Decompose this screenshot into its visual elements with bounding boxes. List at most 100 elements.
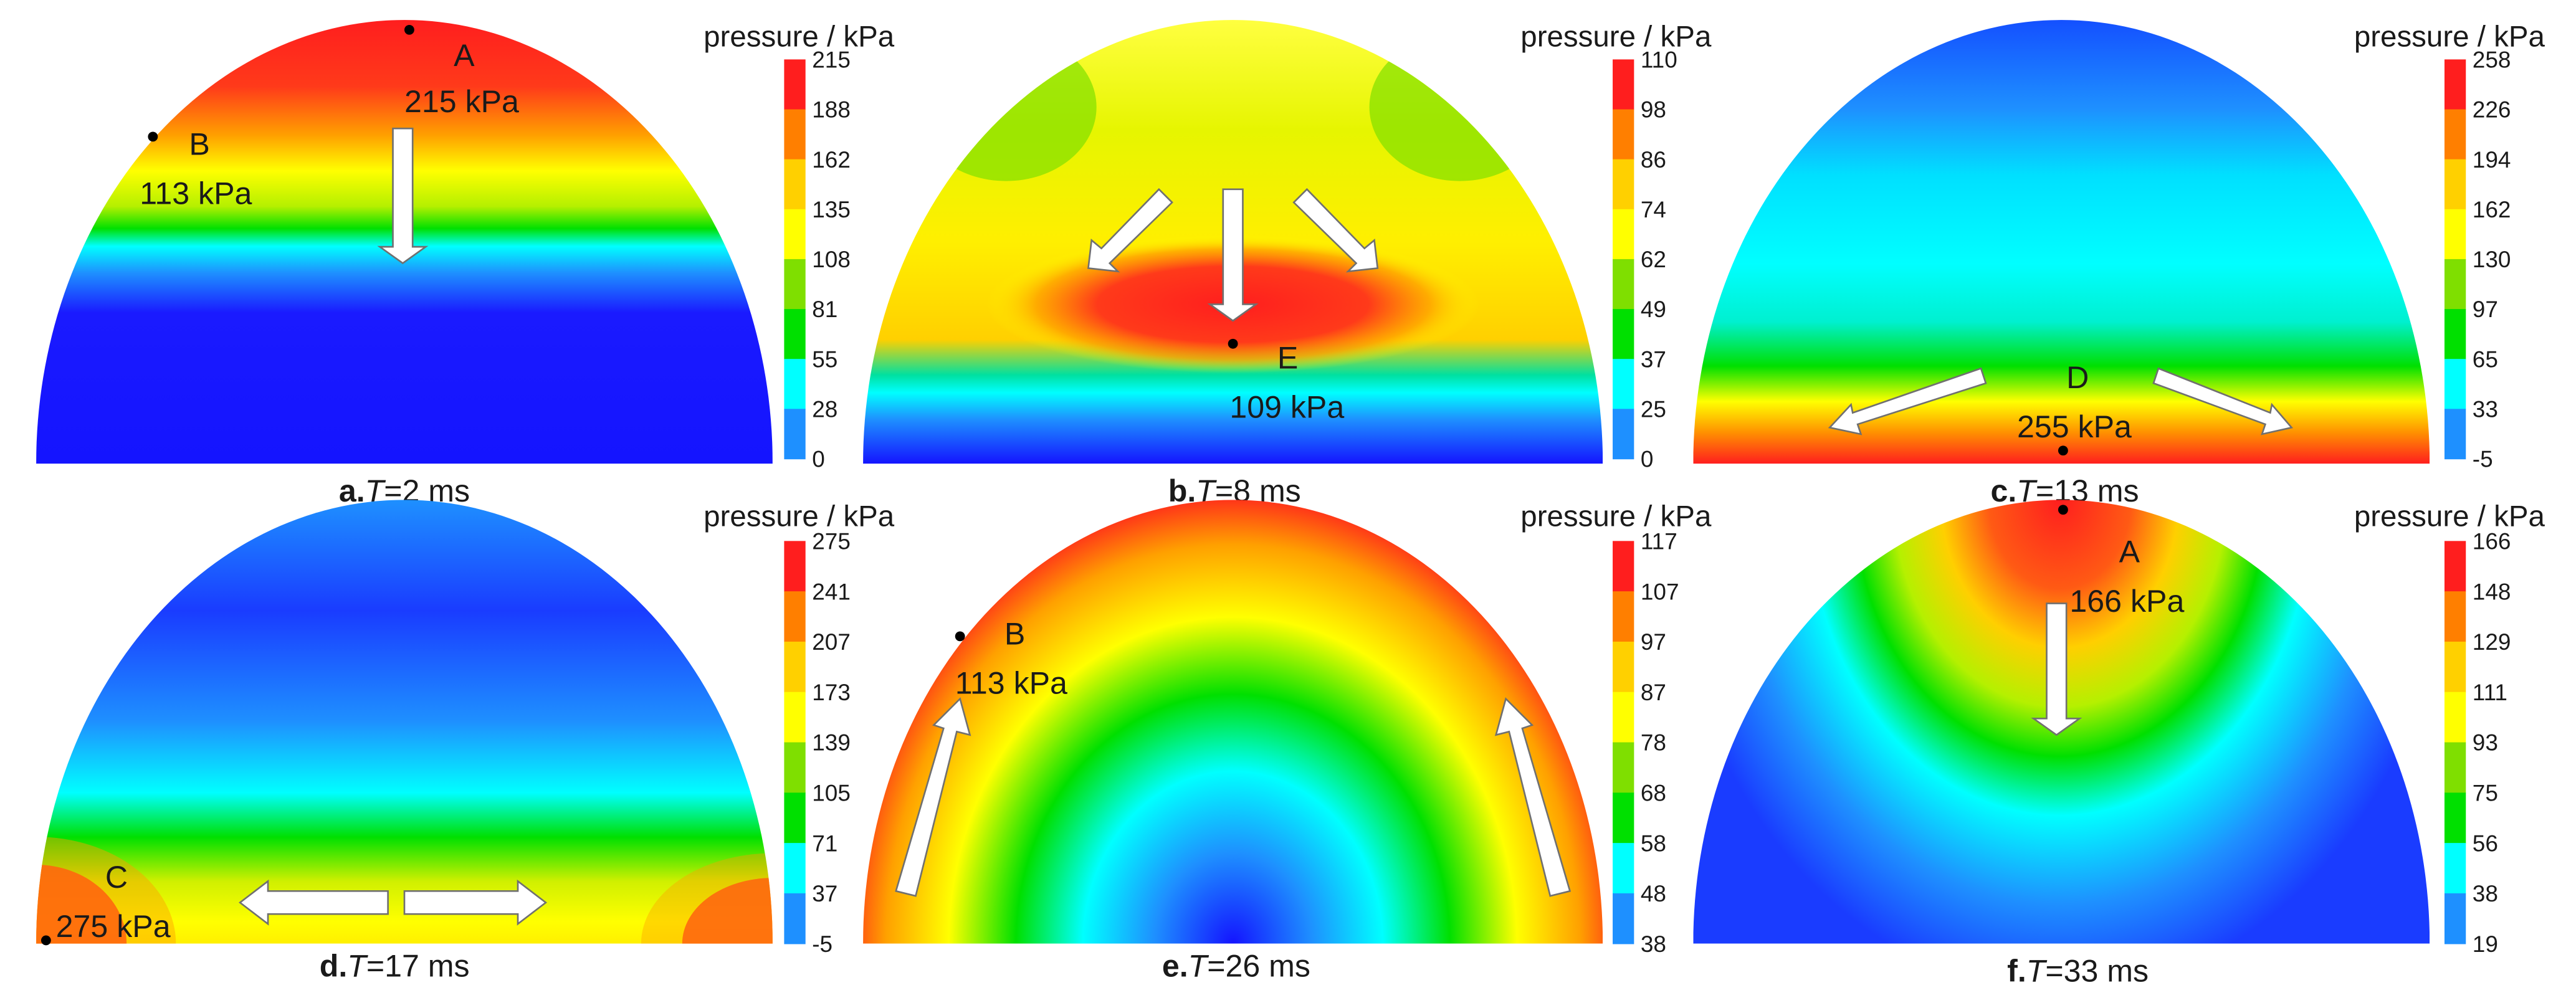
color-scale-band [1613, 541, 1634, 592]
color-scale-band [784, 792, 806, 844]
color-scale-tick-label: 129 [2473, 629, 2511, 655]
color-scale-tick-label: 65 [2473, 346, 2498, 372]
color-scale-tick-label: 49 [1641, 297, 1666, 322]
legend-title: pressure / kPa [704, 20, 895, 53]
color-scale-band [2444, 409, 2466, 460]
color-scale-band [2444, 259, 2466, 310]
color-scale-band [1613, 309, 1634, 359]
color-scale-tick-label: 162 [2473, 197, 2511, 222]
color-scale-tick-label: 0 [812, 447, 825, 472]
legend-title: pressure / kPa [2354, 500, 2545, 533]
color-scale-band [784, 591, 806, 642]
color-scale-tick-label: 48 [1641, 881, 1666, 906]
color-scale-band [784, 409, 806, 460]
color-scale-band [2444, 109, 2466, 160]
color-scale-tick-label: 19 [2473, 931, 2498, 957]
probe-point-value: 113 kPa [955, 666, 1067, 701]
color-scale-tick-label: 55 [812, 346, 837, 372]
color-scale: 215 188 162 135 108 81 55 28 0 [784, 47, 851, 472]
color-scale-tick-label: 25 [1641, 397, 1666, 422]
probe-point-label: B [1004, 617, 1025, 652]
color-scale-tick-label: 130 [2473, 247, 2511, 272]
panel-f: A 166 kPa pressure / kPa 166 148 129 111 93 7… [1693, 500, 2545, 988]
color-scale-tick-label: 68 [1641, 781, 1666, 806]
probe-point-label: D [2066, 360, 2089, 395]
color-scale-tick-label: 275 [812, 529, 851, 554]
probe-point-marker [955, 631, 965, 642]
color-scale-band [784, 159, 806, 210]
color-scale-tick-label: 28 [812, 397, 837, 422]
color-scale-band [1613, 59, 1634, 110]
panel-e: B 113 kPa pressure / kPa 117 107 97 87 78 68 5… [863, 500, 1712, 983]
color-scale-tick-label: 162 [812, 147, 851, 173]
legend-title: pressure / kPa [704, 500, 895, 533]
color-scale-band [784, 641, 806, 693]
color-scale-band [2444, 591, 2466, 642]
panel-d: C 275 kPa pressure / kPa 275 241 207 173 139… [36, 500, 895, 983]
probe-point-value: 113 kPa [140, 176, 252, 211]
probe-point-marker [2058, 445, 2068, 456]
color-scale-band [784, 742, 806, 794]
color-scale-tick-label: 107 [1641, 579, 1679, 604]
color-scale-tick-label: 75 [2473, 781, 2498, 806]
color-scale-tick-label: 117 [1641, 529, 1677, 554]
color-scale-band [784, 692, 806, 743]
color-scale-band [1613, 893, 1634, 944]
color-scale-band [1613, 792, 1634, 844]
color-scale-band [1613, 209, 1634, 260]
color-scale-band [2444, 59, 2466, 110]
flow-arrow [2031, 602, 2082, 736]
color-scale-band [784, 541, 806, 592]
color-scale-tick-label: 108 [812, 247, 851, 272]
color-scale-tick-label: 37 [812, 881, 837, 906]
probe-point-label: E [1277, 340, 1298, 375]
probe-point-marker [1228, 338, 1238, 349]
color-scale: 117 107 97 87 78 68 58 48 38 [1613, 529, 1679, 957]
color-scale-tick-label: 188 [812, 97, 851, 123]
color-scale-tick-label: 98 [1641, 97, 1666, 123]
color-scale-band [1613, 742, 1634, 794]
color-scale-tick-label: 135 [812, 197, 851, 222]
panel-caption: f.T=33 ms [2007, 953, 2149, 988]
contour-field [863, 500, 1603, 944]
color-scale-tick-label: 86 [1641, 147, 1666, 173]
color-scale-tick-label: 207 [812, 629, 851, 655]
color-scale-band [1613, 259, 1634, 310]
color-scale: 258 226 194 162 130 97 65 33 -5 [2444, 47, 2511, 472]
color-scale-tick-label: 38 [1641, 931, 1666, 957]
panel-b: E 109 kPa pressure / kPa 110 98 86 74 62 49 37… [863, 20, 1712, 508]
color-scale-tick-label: 93 [2473, 730, 2498, 756]
probe-point-label: A [454, 38, 475, 73]
color-scale-band [2444, 209, 2466, 260]
color-scale-tick-label: 33 [2473, 397, 2498, 422]
color-scale-band [784, 843, 806, 894]
color-scale-band [1613, 409, 1634, 460]
probe-point-marker [148, 131, 158, 142]
color-scale-band [2444, 692, 2466, 743]
color-scale-tick-label: 0 [1641, 447, 1654, 472]
color-scale-band [1613, 359, 1634, 410]
color-scale-band [2444, 641, 2466, 693]
color-scale-tick-label: -5 [2473, 447, 2493, 472]
probe-point-value: 255 kPa [2017, 409, 2132, 444]
color-scale-band [1613, 159, 1634, 210]
color-scale-tick-label: 241 [812, 579, 851, 604]
color-scale-tick-label: 105 [812, 781, 851, 806]
color-scale-tick-label: 173 [812, 680, 851, 705]
color-scale-band [1613, 109, 1634, 160]
color-scale-tick-label: 81 [812, 297, 837, 322]
panel-a: A 215 kPa B 113 kPa pressure / kPa 215 18… [36, 20, 895, 508]
color-scale-band [784, 59, 806, 110]
color-scale-tick-label: 58 [1641, 830, 1666, 856]
color-scale-band [1613, 843, 1634, 894]
flow-arrow [377, 127, 429, 265]
color-scale: 166 148 129 111 93 75 56 38 19 [2444, 529, 2511, 957]
color-scale: 275 241 207 173 139 105 71 37 -5 [784, 529, 851, 957]
color-scale-band [2444, 792, 2466, 844]
color-scale-tick-label: 194 [2473, 147, 2511, 173]
color-scale-tick-label: 226 [2473, 97, 2511, 123]
color-scale-tick-label: 148 [2473, 579, 2511, 604]
color-scale-tick-label: 111 [2473, 680, 2507, 705]
color-scale-band [2444, 843, 2466, 894]
probe-point-label: B [189, 126, 209, 161]
